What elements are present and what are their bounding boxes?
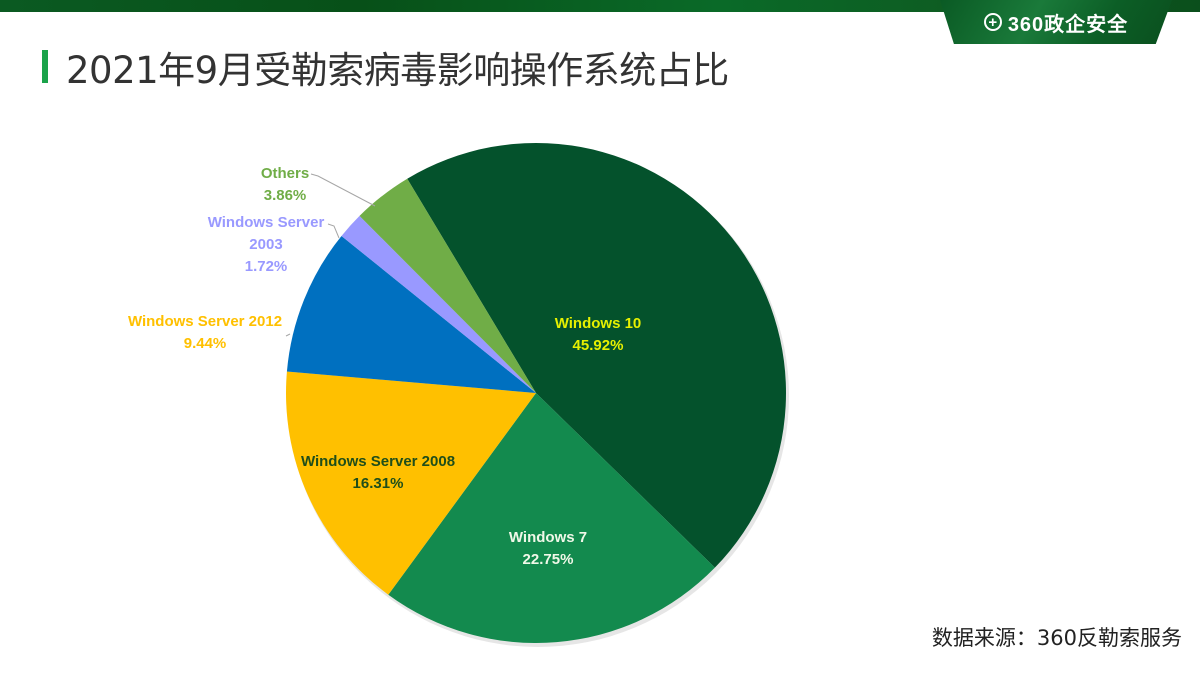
slice-label-value: 9.44% <box>183 335 227 352</box>
slice-label-value: 3.86% <box>263 187 307 204</box>
data-source-note: 数据来源：360反勒索服务 <box>931 626 1182 650</box>
pie-slice-windows-server-2008 <box>285 371 536 595</box>
page-title: 2021年9月受勒索病毒影响操作系统占比 <box>66 49 729 92</box>
header-band <box>0 0 1200 12</box>
leader-line <box>327 223 340 239</box>
slice-label: Windows 7 22.75% <box>509 527 587 571</box>
slice-label: Windows Server 2008 16.31% <box>301 451 455 495</box>
title-accent-bar <box>42 50 48 83</box>
pie-slice-windows-7 <box>388 393 715 644</box>
pie-slice-windows-10 <box>407 143 786 568</box>
slice-label-name: 2003 <box>249 236 283 253</box>
slice-label-name: Windows 7 <box>508 529 588 546</box>
brand-logo: + 360政企安全 <box>940 0 1172 44</box>
leader-line <box>285 333 291 337</box>
slice-label-value: 1.72% <box>244 258 288 275</box>
slice-label-name: Windows Server <box>207 214 325 231</box>
slice-label-name: Others <box>260 165 310 182</box>
slice-label: Windows Server 2012 9.44% <box>128 311 282 355</box>
plus-circle-icon: + <box>983 13 1002 31</box>
brand-name: 360政企安全 <box>1007 13 1129 36</box>
leader-line <box>310 173 376 207</box>
slice-label-value: 22.75% <box>522 551 574 568</box>
pie-slice-windows-server-2003 <box>341 215 536 393</box>
slice-label-name: Windows 10 <box>554 315 642 332</box>
slice-label: Windows Server 2003 1.72% <box>208 212 325 278</box>
pie-slice-others <box>359 178 536 393</box>
slice-label-name: Windows Server 2008 <box>300 453 456 470</box>
pie-slice-windows-server-2012 <box>286 235 536 393</box>
slice-label-name: Windows Server 2012 <box>127 313 283 330</box>
slice-label-value: 45.92% <box>572 337 624 354</box>
slice-label: Windows 10 45.92% <box>555 313 642 357</box>
slice-label: Others 3.86% <box>261 163 309 207</box>
slice-label-value: 16.31% <box>352 475 404 492</box>
